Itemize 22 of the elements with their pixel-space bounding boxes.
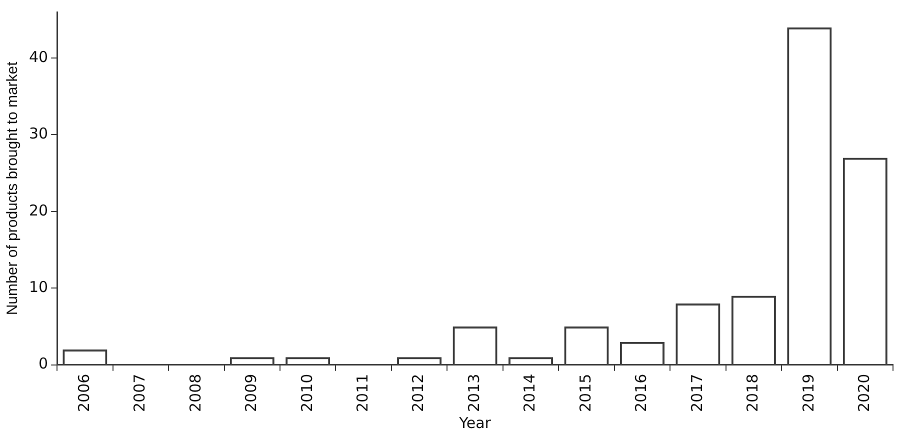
x-tick-label: 2006 — [74, 374, 93, 412]
y-axis-title: Number of products brought to market — [4, 60, 22, 316]
x-tick-label: 2019 — [799, 374, 818, 412]
y-tick-label: 10 — [28, 278, 48, 296]
x-tick-label: 2020 — [855, 374, 874, 412]
x-tick-label: 2009 — [242, 374, 260, 412]
x-tick-label: 2018 — [744, 374, 762, 412]
y-tick-label: 40 — [28, 48, 48, 66]
x-tick-label: 2014 — [520, 374, 539, 412]
y-tick-label: 20 — [28, 201, 48, 220]
x-tick-label: 2010 — [298, 374, 316, 412]
y-tick-label: 0 — [38, 354, 48, 373]
x-tick-label: 2016 — [632, 374, 650, 412]
y-tick-label: 30 — [28, 124, 48, 143]
x-tick-label: 2011 — [353, 374, 372, 412]
x-tick-label: 2012 — [409, 374, 428, 412]
x-tick-label: 2015 — [576, 374, 594, 412]
x-tick-label: 2013 — [464, 374, 483, 412]
x-tick-label: 2008 — [186, 374, 204, 412]
x-axis-title: Year — [458, 414, 492, 432]
x-tick-label: 2007 — [130, 374, 149, 412]
x-tick-label: 2017 — [688, 374, 706, 412]
